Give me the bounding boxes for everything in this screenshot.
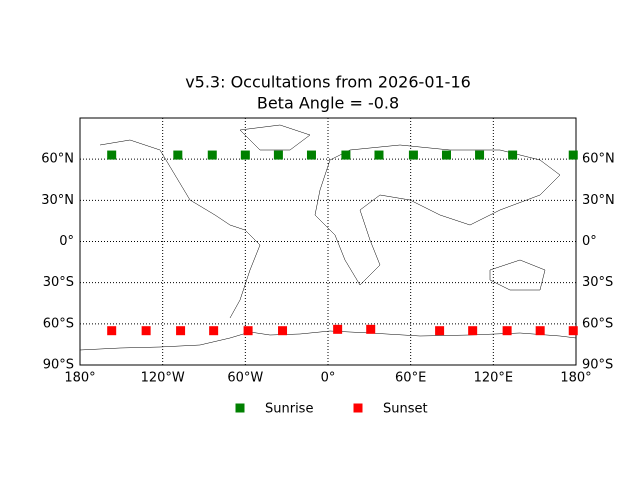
marker <box>243 326 253 336</box>
x-tick-label: 0° <box>321 371 336 386</box>
marker <box>176 326 186 336</box>
marker <box>141 326 151 336</box>
marker <box>468 326 478 336</box>
y-tick-label-right: 0° <box>582 234 597 249</box>
y-tick-label-right: 30°N <box>582 193 615 208</box>
marker <box>568 326 578 336</box>
chart-title: v5.3: Occultations from 2026-01-16 <box>185 73 471 92</box>
marker <box>441 150 451 160</box>
y-tick-label: 30°S <box>43 275 74 290</box>
marker <box>568 150 578 160</box>
marker <box>306 150 316 160</box>
x-tick-label: 60°W <box>227 371 263 386</box>
marker <box>435 326 445 336</box>
marker <box>475 150 485 160</box>
marker <box>374 150 384 160</box>
legend-label: Sunrise <box>265 402 313 417</box>
marker <box>173 150 183 160</box>
marker <box>333 324 343 334</box>
y-tick-label: 60°S <box>43 316 74 331</box>
marker <box>535 326 545 336</box>
y-tick-label-right: 30°S <box>582 275 613 290</box>
y-tick-label-right: 90°S <box>582 358 613 373</box>
marker <box>508 150 518 160</box>
y-tick-label: 90°S <box>43 358 74 373</box>
legend-marker <box>353 403 363 413</box>
marker <box>107 326 117 336</box>
legend-label: Sunset <box>383 402 428 417</box>
y-tick-label: 60°N <box>41 152 74 167</box>
marker <box>240 150 250 160</box>
x-tick-label: 120°W <box>141 371 185 386</box>
x-tick-label: 60°E <box>395 371 426 386</box>
y-tick-label: 0° <box>59 234 74 249</box>
x-tick-label: 120°E <box>474 371 514 386</box>
marker <box>107 150 117 160</box>
x-tick-label: 180° <box>64 371 95 386</box>
chart-subtitle: Beta Angle = -0.8 <box>257 94 399 113</box>
marker <box>207 150 217 160</box>
x-tick-label: 180° <box>560 371 591 386</box>
marker <box>341 150 351 160</box>
legend-marker <box>235 403 245 413</box>
marker <box>278 326 288 336</box>
marker <box>366 324 376 334</box>
marker <box>273 150 283 160</box>
marker <box>502 326 512 336</box>
marker <box>408 150 418 160</box>
marker <box>209 326 219 336</box>
y-tick-label-right: 60°S <box>582 316 613 331</box>
y-tick-label-right: 60°N <box>582 152 615 167</box>
y-tick-label: 30°N <box>41 193 74 208</box>
